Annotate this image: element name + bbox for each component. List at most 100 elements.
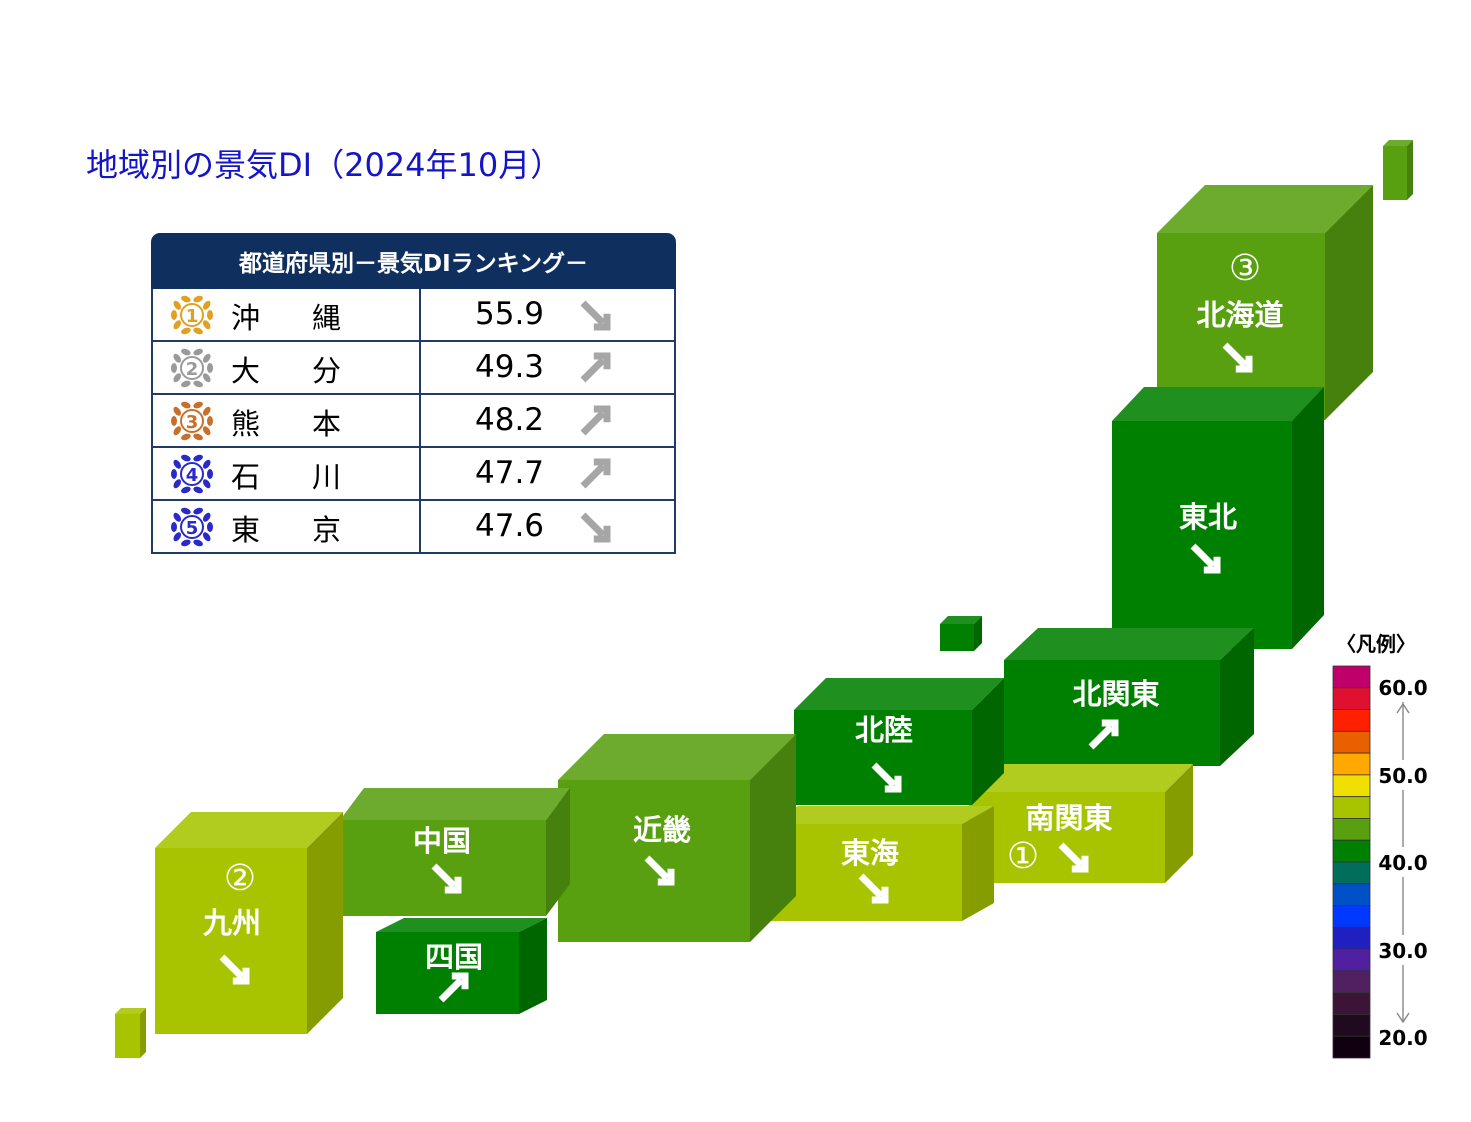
island-block [1383,140,1413,200]
trend-down-arrow-icon [580,300,611,331]
ranking-header: 都道府県別－景気DIランキング－ [151,233,676,289]
legend-swatch [1332,818,1371,841]
legend-title: 〈凡例〉 [1336,632,1416,656]
legend-swatch [1332,687,1371,710]
region-block-hokuriku: 北陸 [794,678,1004,805]
legend-swatch [1332,709,1371,732]
island-block [940,616,982,651]
trend-down-arrow-icon [1222,342,1253,373]
region-block-kinki: 近畿 [558,734,796,942]
rank-number: 2 [186,359,199,380]
rank-number: 1 [186,306,199,327]
region-name: 近畿 [633,813,691,847]
rank-medal-icon: 4 [171,454,213,494]
legend-swatch [1332,861,1371,885]
legend-tick-label: 40.0 [1378,851,1427,875]
rank-medal-icon: 1 [171,295,213,335]
di-value: 49.3 [475,349,545,385]
region-block-kitakanto: 北関東 [1004,628,1254,766]
region-rank-mark: ① [1007,836,1039,877]
legend-swatch [1332,970,1371,994]
ranking-row: 2 大分 49.3 [151,342,676,395]
region-name: 四国 [425,940,483,974]
rank-medal-icon: 3 [171,401,213,441]
di-value: 48.2 [475,402,545,438]
region-block-shikoku: 四国 [376,918,547,1014]
rank-number: 3 [186,412,199,433]
ranking-row-left-cell: 4 石川 [153,448,421,499]
trend-down-arrow-icon [580,512,611,543]
region-block-tohoku: 東北 [1112,387,1324,649]
legend-tick-label: 20.0 [1378,1026,1427,1050]
ranking-row-left-cell: 2 大分 [153,342,421,393]
di-value: 55.9 [475,296,545,332]
region-name: 北関東 [1072,677,1159,711]
rank-medal-icon: 2 [171,348,213,388]
legend-down-arrowhead-icon [1396,1012,1410,1024]
legend-tick-label: 50.0 [1378,764,1427,788]
legend-swatch [1332,665,1371,689]
ranking-row-left-cell: 5 東京 [153,501,421,552]
legend-swatch [1332,948,1371,972]
region-block-kyushu: 九州 ② [155,812,343,1034]
legend-swatch [1332,883,1371,906]
trend-down-arrow-icon [1190,543,1221,574]
prefecture-name: 東京 [231,513,394,547]
region-block-tokai: 東海 [766,806,994,921]
rank-number: 5 [186,518,199,539]
legend-tick-label: 30.0 [1378,939,1427,963]
legend-swatch [1332,839,1371,863]
legend-swatch [1332,730,1371,754]
prefecture-name: 石川 [231,460,394,494]
region-name: 九州 [203,906,261,940]
region-name: 南関東 [1025,801,1112,835]
ranking-row-left-cell: 3 熊本 [153,395,421,446]
ranking-row-left-cell: 1 沖縄 [153,289,421,340]
trend-down-arrow-icon [871,762,902,793]
legend-swatch [1332,992,1371,1015]
region-block-chugoku: 中国 [340,788,570,916]
region-name: 北海道 [1196,298,1283,332]
color-legend: 〈凡例〉 60.0 50.0 40.0 30.0 20.0 [1332,632,1428,1059]
ranking-row: 4 石川 47.7 [151,448,676,501]
ranking-row: 1 沖縄 55.9 [151,289,676,342]
prefecture-name: 沖縄 [231,301,394,335]
region-name: 東北 [1179,500,1237,534]
trend-down-arrow-icon [858,873,889,904]
region-name: 中国 [413,824,471,858]
region-name: 北陸 [855,713,913,747]
legend-swatch [1332,752,1371,776]
region-rank-mark: ② [224,858,256,899]
di-value: 47.6 [475,508,545,544]
trend-down-arrow-icon [219,954,250,985]
rank-number: 4 [186,465,199,486]
trend-down-arrow-icon [644,855,675,886]
region-rank-mark: ③ [1229,248,1261,289]
legend-swatch [1332,1035,1371,1059]
trend-up-arrow-icon [580,458,611,489]
trend-up-arrow-icon [438,972,469,1003]
legend-swatch [1332,905,1371,928]
island-block [115,1008,146,1058]
region-name: 東海 [841,836,899,870]
region-block-hokkaido: 北海道 ③ [1157,185,1373,420]
trend-up-arrow-icon [580,352,611,383]
di-value: 47.7 [475,455,545,491]
trend-up-arrow-icon [580,405,611,436]
legend-up-arrowhead-icon [1396,702,1410,714]
page-title: 地域別の景気DI（2024年10月） [86,146,563,184]
trend-down-arrow-icon [431,863,462,894]
prefecture-name: 熊本 [231,407,394,441]
trend-up-arrow-icon [1088,719,1119,750]
ranking-row: 3 熊本 48.2 [151,395,676,448]
legend-swatch [1332,1014,1371,1037]
ranking-table: 都道府県別－景気DIランキング－ 1 沖縄 55.9 2 大分 49.3 3 熊本 48.2 4 石… [151,233,676,555]
legend-swatch [1332,926,1371,950]
rank-medal-icon: 5 [171,507,213,547]
prefecture-name: 大分 [231,354,394,388]
trend-down-arrow-icon [1058,842,1089,873]
legend-swatch [1332,774,1371,798]
legend-swatch [1332,796,1371,819]
